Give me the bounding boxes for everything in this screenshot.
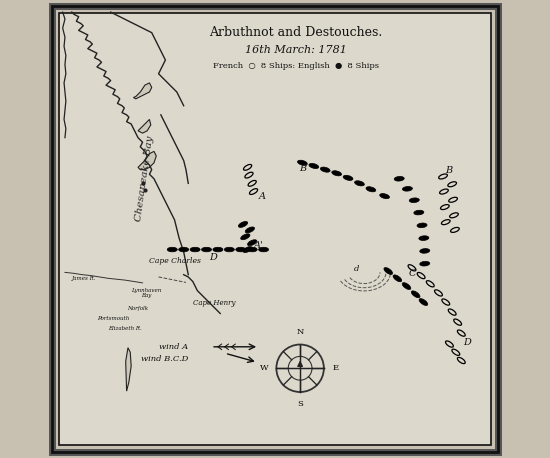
Polygon shape	[138, 152, 156, 169]
Ellipse shape	[190, 247, 200, 252]
Ellipse shape	[448, 309, 456, 315]
Ellipse shape	[439, 189, 448, 194]
Ellipse shape	[384, 267, 393, 274]
Ellipse shape	[298, 160, 307, 165]
Ellipse shape	[448, 182, 456, 187]
Text: Portsmouth: Portsmouth	[97, 316, 129, 321]
Text: Cape Henry: Cape Henry	[193, 299, 235, 307]
Ellipse shape	[442, 220, 450, 224]
Ellipse shape	[201, 247, 212, 252]
Ellipse shape	[402, 283, 411, 289]
Ellipse shape	[248, 240, 257, 245]
Ellipse shape	[450, 213, 458, 218]
Ellipse shape	[247, 247, 257, 252]
Text: Chesapeake Bay: Chesapeake Bay	[134, 136, 155, 222]
Ellipse shape	[250, 189, 257, 195]
Text: B: B	[445, 166, 452, 175]
Ellipse shape	[414, 210, 424, 215]
Ellipse shape	[258, 247, 268, 252]
Ellipse shape	[420, 262, 430, 266]
Polygon shape	[138, 120, 151, 133]
Text: S: S	[297, 400, 303, 408]
Ellipse shape	[434, 290, 442, 296]
Ellipse shape	[309, 164, 318, 169]
Ellipse shape	[458, 330, 465, 336]
Text: wind B.C.D: wind B.C.D	[141, 355, 188, 363]
Ellipse shape	[343, 175, 353, 180]
Text: A: A	[258, 191, 266, 201]
Text: Norfolk: Norfolk	[128, 306, 148, 311]
Ellipse shape	[332, 171, 342, 176]
Ellipse shape	[379, 194, 389, 199]
Text: C: C	[408, 269, 416, 278]
Ellipse shape	[450, 228, 459, 232]
Ellipse shape	[238, 222, 248, 228]
Ellipse shape	[411, 291, 420, 298]
Ellipse shape	[439, 174, 447, 179]
Ellipse shape	[355, 181, 364, 186]
Ellipse shape	[320, 167, 330, 172]
Ellipse shape	[452, 349, 460, 355]
Ellipse shape	[426, 281, 434, 287]
Text: wind A: wind A	[159, 343, 188, 351]
Ellipse shape	[403, 186, 412, 191]
Ellipse shape	[454, 319, 461, 325]
Ellipse shape	[394, 176, 404, 181]
Ellipse shape	[224, 247, 234, 252]
Ellipse shape	[248, 180, 256, 186]
Text: B: B	[299, 164, 306, 173]
Ellipse shape	[449, 197, 458, 202]
Polygon shape	[134, 83, 152, 99]
Ellipse shape	[419, 236, 429, 240]
Ellipse shape	[408, 265, 416, 271]
Ellipse shape	[236, 247, 246, 252]
Text: A': A'	[254, 241, 264, 251]
Ellipse shape	[245, 172, 253, 178]
Text: 16th March: 1781: 16th March: 1781	[245, 44, 346, 55]
Ellipse shape	[442, 299, 450, 305]
Text: N: N	[296, 328, 304, 336]
Ellipse shape	[245, 227, 255, 233]
Text: Cape Charles: Cape Charles	[148, 257, 201, 265]
Ellipse shape	[393, 275, 402, 282]
Ellipse shape	[419, 299, 428, 305]
Text: Arbuthnot and Destouches.: Arbuthnot and Destouches.	[209, 26, 382, 39]
Text: E: E	[332, 364, 338, 372]
Ellipse shape	[243, 246, 252, 252]
FancyBboxPatch shape	[58, 12, 492, 446]
Ellipse shape	[179, 247, 189, 252]
Text: French  ○  8 Ships: English  ●  8 Ships: French ○ 8 Ships: English ● 8 Ships	[212, 61, 378, 70]
Ellipse shape	[213, 247, 223, 252]
Ellipse shape	[244, 164, 252, 170]
Ellipse shape	[446, 341, 453, 347]
Ellipse shape	[366, 187, 376, 192]
Ellipse shape	[417, 223, 427, 228]
Ellipse shape	[441, 205, 449, 210]
Text: Lynnhaven
Bay: Lynnhaven Bay	[131, 288, 161, 298]
Text: d: d	[354, 265, 359, 273]
Ellipse shape	[417, 273, 425, 278]
Text: James R.: James R.	[72, 276, 96, 281]
Ellipse shape	[409, 198, 419, 202]
Ellipse shape	[458, 357, 465, 364]
Polygon shape	[126, 348, 131, 391]
Ellipse shape	[241, 234, 250, 240]
Text: W: W	[260, 364, 268, 372]
Text: D: D	[210, 253, 217, 262]
Text: Elizabeth R.: Elizabeth R.	[108, 326, 142, 331]
Ellipse shape	[420, 249, 430, 253]
Ellipse shape	[167, 247, 177, 252]
Text: D: D	[463, 338, 471, 347]
